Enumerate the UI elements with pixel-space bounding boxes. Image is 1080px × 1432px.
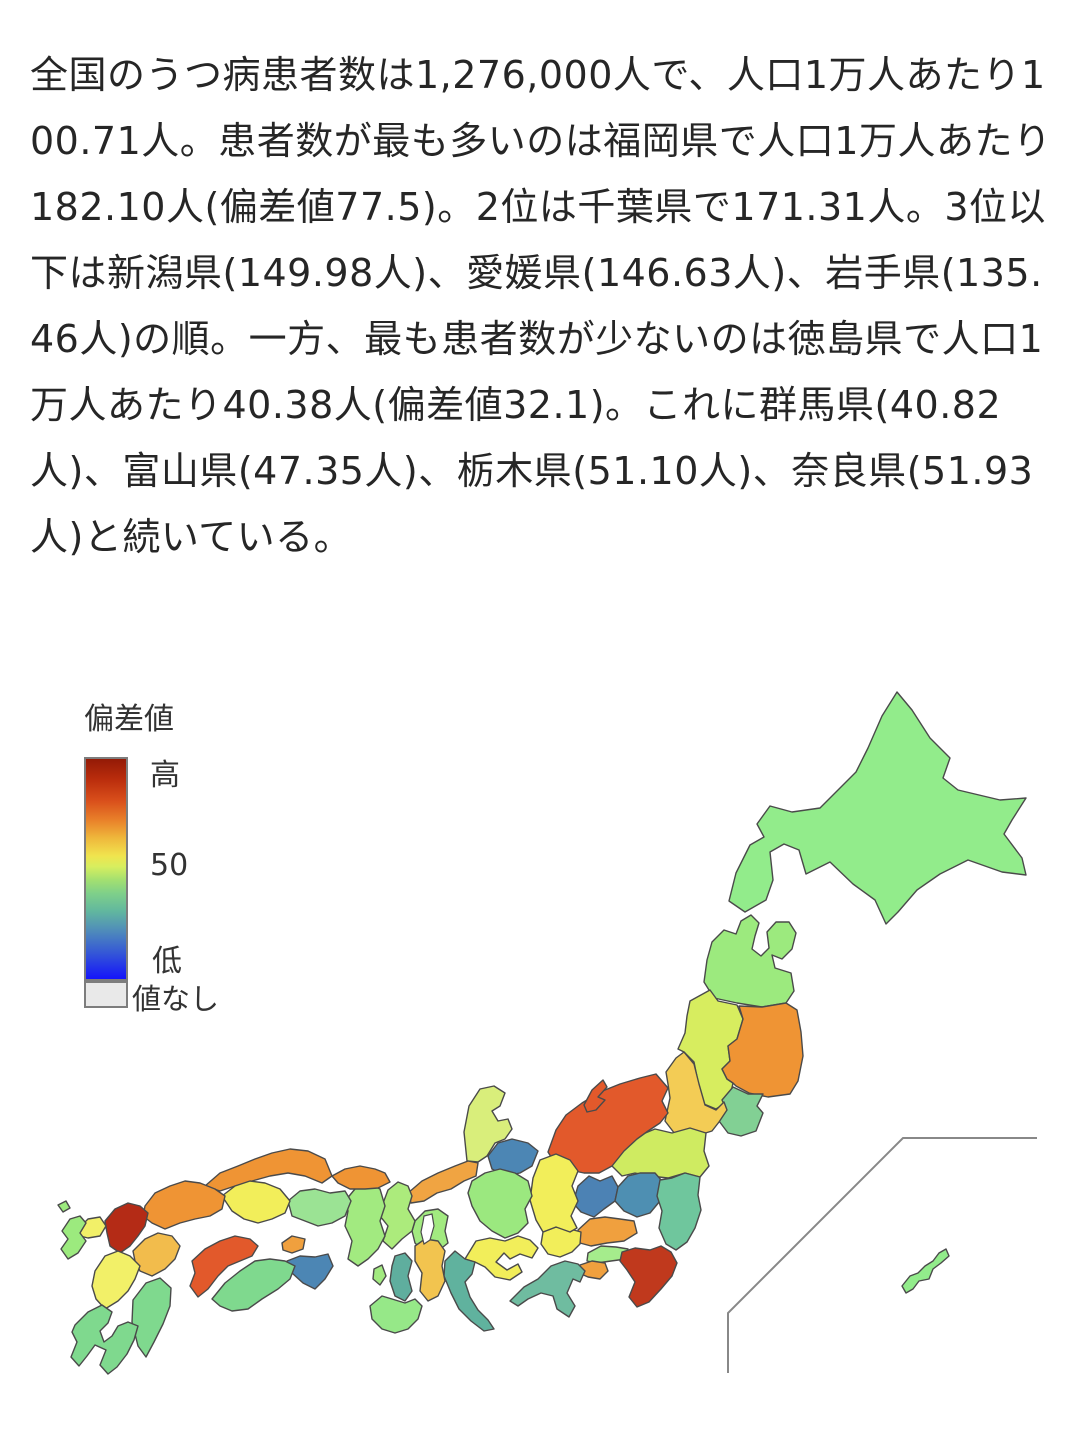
- prefecture-wakayama[interactable]: [369, 1295, 423, 1334]
- prefecture-hiroshima[interactable]: [221, 1180, 291, 1224]
- prefecture-okinawa[interactable]: [901, 1248, 950, 1294]
- prefecture-ibaraki[interactable]: [656, 1172, 702, 1251]
- prefecture-shizuoka[interactable]: [509, 1260, 586, 1318]
- okinawa-inset-border: [727, 1137, 1037, 1373]
- prefecture-yamanashi[interactable]: [540, 1226, 582, 1258]
- japan-choropleth-map: [0, 660, 1080, 1432]
- prefecture-tochigi[interactable]: [614, 1172, 663, 1218]
- prefecture-ehime[interactable]: [189, 1235, 259, 1298]
- prefecture-fukuoka[interactable]: [104, 1202, 149, 1254]
- prefecture-yamaguchi[interactable]: [142, 1180, 226, 1230]
- prefecture-saitama[interactable]: [577, 1216, 638, 1247]
- prefecture-tottori[interactable]: [331, 1165, 391, 1190]
- legend-gradient-bar: [84, 757, 128, 981]
- prefecture-nara[interactable]: [414, 1238, 446, 1302]
- summary-text: 全国のうつ病患者数は1,276,000人で、人口1万人あたり100.71人。患者…: [30, 53, 1052, 559]
- lake-biwa: [420, 1213, 435, 1245]
- prefecture-iwate[interactable]: [721, 1002, 804, 1098]
- legend-mid-label: 50: [150, 848, 189, 883]
- prefecture-okayama[interactable]: [287, 1188, 352, 1227]
- prefecture-mie[interactable]: [443, 1250, 495, 1332]
- prefecture-yamagata[interactable]: [664, 1051, 728, 1136]
- legend-high-label: 高: [150, 758, 180, 793]
- prefecture-hokkaido[interactable]: [728, 691, 1027, 925]
- prefecture-awaji[interactable]: [372, 1264, 387, 1286]
- prefecture-osaka[interactable]: [389, 1252, 413, 1302]
- prefecture-aomori[interactable]: [703, 914, 797, 1008]
- prefecture-kagoshima[interactable]: [70, 1304, 139, 1375]
- legend-no-value-swatch: [84, 981, 128, 1008]
- prefecture-tokushima[interactable]: [286, 1253, 334, 1290]
- prefecture-oita[interactable]: [132, 1232, 181, 1277]
- prefecture-nagasaki-islands[interactable]: [57, 1200, 71, 1213]
- prefecture-aichi[interactable]: [464, 1235, 539, 1281]
- prefecture-hyogo[interactable]: [344, 1182, 386, 1267]
- prefecture-gunma[interactable]: [572, 1175, 619, 1218]
- prefecture-kagawa[interactable]: [281, 1235, 306, 1254]
- prefecture-ishikawa[interactable]: [463, 1085, 513, 1163]
- prefecture-kyoto[interactable]: [379, 1181, 416, 1250]
- prefecture-kochi[interactable]: [211, 1258, 296, 1312]
- prefecture-kumamoto[interactable]: [91, 1250, 141, 1310]
- prefecture-chiba[interactable]: [619, 1245, 678, 1308]
- legend-no-value-label: 値なし: [132, 982, 220, 1016]
- legend-low-label: 低: [152, 944, 182, 979]
- prefecture-nagano[interactable]: [529, 1153, 579, 1233]
- prefecture-nagasaki[interactable]: [60, 1215, 87, 1260]
- prefecture-fukui[interactable]: [407, 1160, 479, 1204]
- prefecture-sado[interactable]: [583, 1079, 608, 1113]
- prefecture-gifu[interactable]: [467, 1168, 533, 1239]
- prefecture-miyazaki[interactable]: [131, 1277, 172, 1358]
- japan-map-svg: [57, 691, 1037, 1375]
- legend-title: 偏差値: [84, 702, 174, 737]
